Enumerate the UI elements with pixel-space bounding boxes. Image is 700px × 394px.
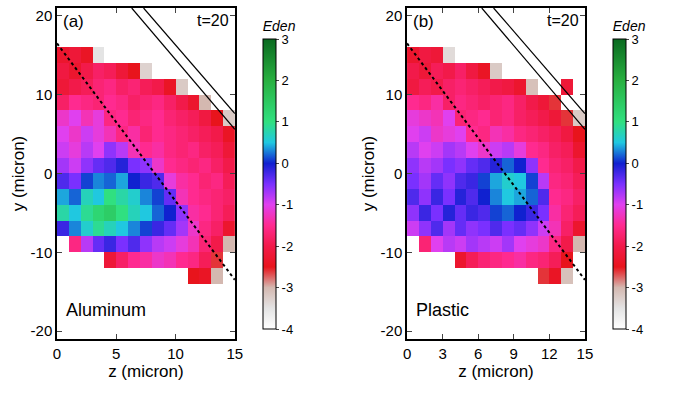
- svg-text:-10: -10: [381, 244, 403, 261]
- svg-text:12: 12: [541, 345, 558, 362]
- svg-text:2: 2: [282, 73, 289, 88]
- svg-text:(b): (b): [413, 12, 434, 31]
- svg-text:z (micron): z (micron): [458, 362, 534, 381]
- svg-text:0: 0: [394, 165, 402, 182]
- svg-text:Aluminum: Aluminum: [66, 300, 146, 320]
- svg-text:z (micron): z (micron): [108, 362, 184, 381]
- svg-text:-2: -2: [282, 239, 294, 254]
- svg-text:20: 20: [386, 7, 403, 24]
- svg-text:10: 10: [167, 345, 184, 362]
- svg-text:-1: -1: [632, 197, 644, 212]
- svg-text:Eden: Eden: [263, 18, 296, 34]
- svg-text:-1: -1: [282, 197, 294, 212]
- svg-text:1: 1: [282, 114, 289, 129]
- svg-text:-2: -2: [632, 239, 644, 254]
- svg-text:-10: -10: [31, 244, 53, 261]
- svg-text:3: 3: [438, 345, 446, 362]
- svg-text:0: 0: [53, 345, 61, 362]
- svg-text:3: 3: [632, 32, 639, 47]
- svg-text:0: 0: [44, 165, 52, 182]
- svg-text:20: 20: [36, 7, 53, 24]
- svg-text:10: 10: [36, 86, 53, 103]
- svg-text:-3: -3: [282, 280, 294, 295]
- svg-text:-20: -20: [381, 322, 403, 339]
- svg-text:-20: -20: [31, 322, 53, 339]
- svg-text:2: 2: [632, 73, 639, 88]
- svg-text:10: 10: [386, 86, 403, 103]
- svg-text:Eden: Eden: [613, 18, 646, 34]
- svg-text:-3: -3: [632, 280, 644, 295]
- svg-text:y (micron): y (micron): [359, 136, 378, 212]
- svg-text:15: 15: [577, 345, 594, 362]
- svg-text:-4: -4: [632, 322, 644, 337]
- svg-text:Plastic: Plastic: [416, 300, 469, 320]
- svg-text:0: 0: [282, 156, 289, 171]
- svg-text:0: 0: [632, 156, 639, 171]
- svg-text:(a): (a): [63, 12, 84, 31]
- svg-text:-4: -4: [282, 322, 294, 337]
- svg-text:5: 5: [112, 345, 120, 362]
- svg-text:t=20: t=20: [197, 12, 229, 29]
- svg-text:9: 9: [510, 345, 518, 362]
- svg-text:6: 6: [474, 345, 482, 362]
- svg-text:t=20: t=20: [547, 12, 579, 29]
- svg-text:0: 0: [403, 345, 411, 362]
- svg-text:15: 15: [227, 345, 244, 362]
- svg-text:y (micron): y (micron): [9, 136, 28, 212]
- svg-text:3: 3: [282, 32, 289, 47]
- svg-text:1: 1: [632, 114, 639, 129]
